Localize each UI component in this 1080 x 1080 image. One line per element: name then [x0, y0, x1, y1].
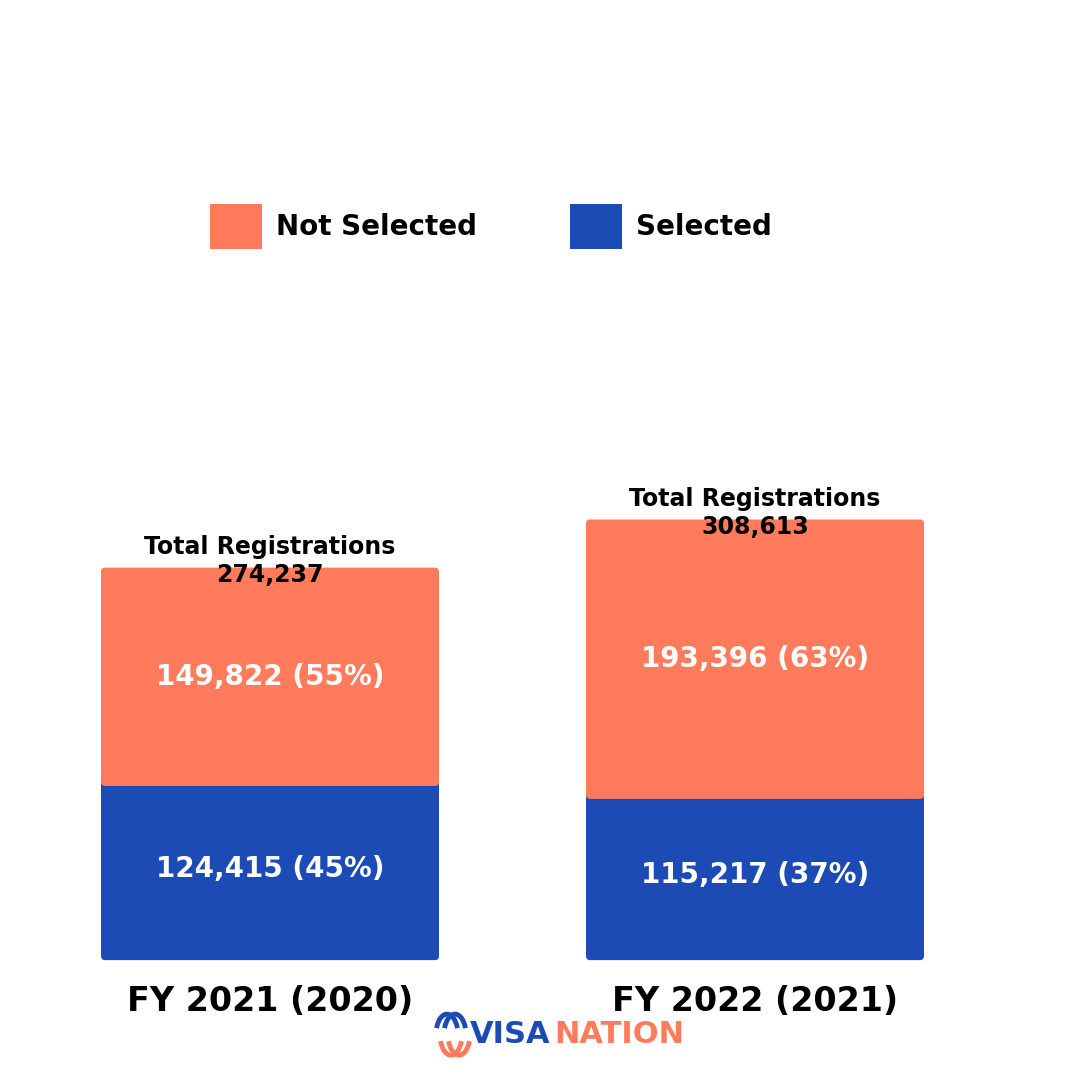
- FancyBboxPatch shape: [570, 204, 622, 249]
- Text: H-1B Registrations Selected Per Year Vs Not Selected: H-1B Registrations Selected Per Year Vs …: [0, 50, 1080, 91]
- Text: 149,822 (55%): 149,822 (55%): [156, 663, 384, 691]
- Text: 115,217 (37%): 115,217 (37%): [640, 861, 869, 889]
- Text: FY 2021 (2020): FY 2021 (2020): [126, 985, 414, 1017]
- FancyBboxPatch shape: [586, 791, 924, 960]
- Text: 308,613: 308,613: [701, 515, 809, 539]
- FancyBboxPatch shape: [210, 204, 262, 249]
- Text: VISA: VISA: [470, 1021, 550, 1049]
- Text: Selected: Selected: [636, 213, 772, 241]
- Text: 274,237: 274,237: [216, 564, 324, 588]
- Text: 193,396 (63%): 193,396 (63%): [640, 645, 869, 673]
- Text: 124,415 (45%): 124,415 (45%): [156, 854, 384, 882]
- FancyBboxPatch shape: [586, 519, 924, 799]
- Text: Total Registrations: Total Registrations: [145, 535, 395, 559]
- Text: FY 2022 (2021): FY 2022 (2021): [612, 985, 899, 1017]
- Text: Not Selected: Not Selected: [276, 213, 477, 241]
- Text: Total Registrations: Total Registrations: [630, 487, 880, 511]
- FancyBboxPatch shape: [102, 568, 438, 786]
- FancyBboxPatch shape: [102, 778, 438, 960]
- Text: NATION: NATION: [554, 1021, 684, 1049]
